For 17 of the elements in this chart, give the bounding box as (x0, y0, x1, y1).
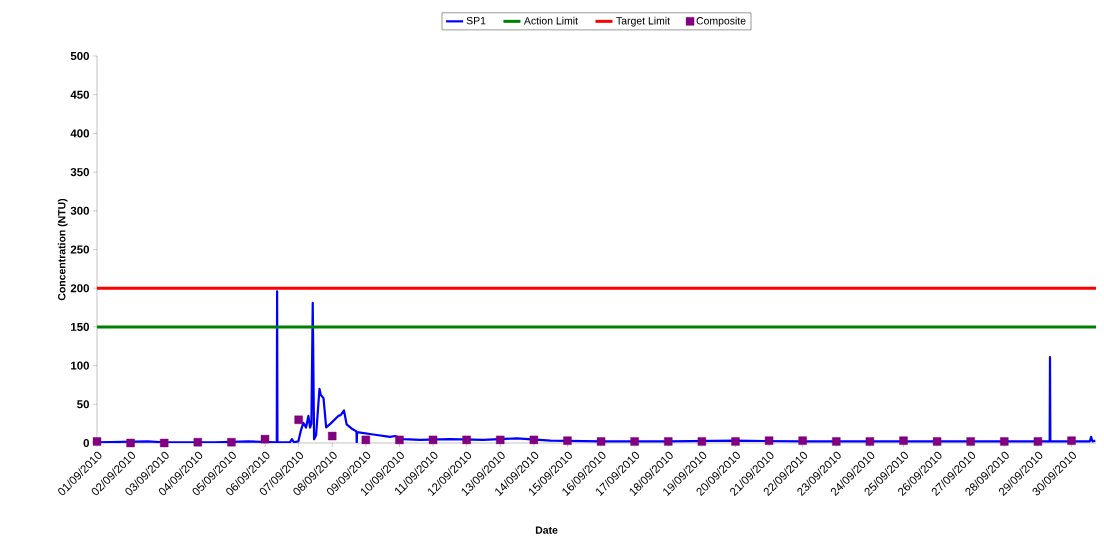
legend-label: Action Limit (523, 16, 578, 25)
y-tick-label: 300 (70, 206, 90, 215)
legend-label: Composite (696, 16, 746, 27)
legend-label: Target Limit (616, 16, 670, 27)
y-tick-label: 350 (70, 168, 90, 177)
y-tick-label: 50 (77, 400, 90, 409)
legend-label: SP1 (466, 16, 486, 25)
y-tick-label: 400 (70, 129, 90, 138)
y-tick-label: 450 (70, 90, 90, 99)
y-axis-title: Concentration (NTU) (57, 198, 68, 301)
y-tick-label: 500 (70, 51, 90, 61)
x-axis-title: Date (535, 526, 558, 534)
y-tick-label: 150 (71, 322, 90, 331)
y-tick-label: 0 (83, 438, 90, 448)
y-tick-label: 250 (70, 245, 90, 254)
y-tick-label: 100 (71, 361, 90, 370)
y-tick-label: 200 (70, 284, 90, 293)
